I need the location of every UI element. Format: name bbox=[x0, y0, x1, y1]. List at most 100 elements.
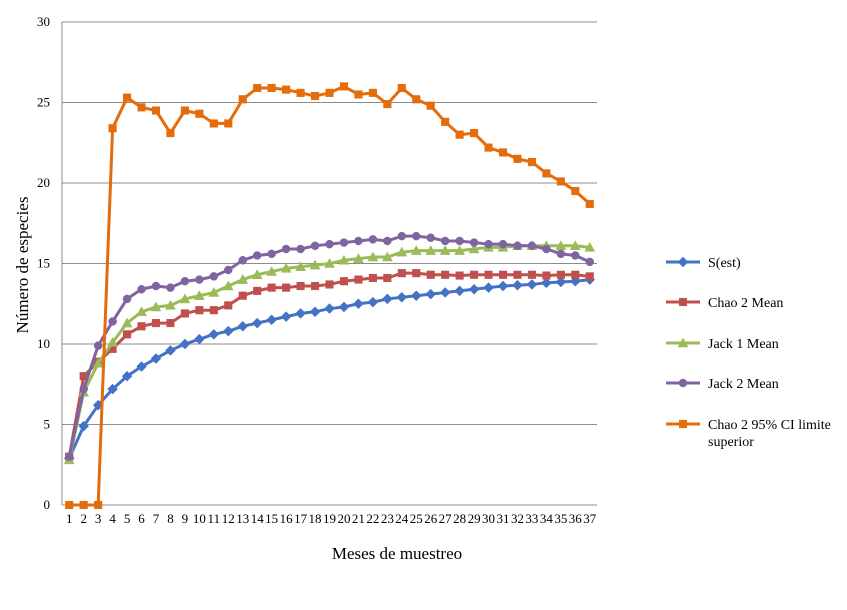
x-tick-label: 26 bbox=[424, 511, 438, 526]
x-tick-label: 9 bbox=[182, 511, 189, 526]
data-point bbox=[281, 244, 291, 254]
legend-swatch-marker bbox=[678, 297, 688, 307]
data-point bbox=[512, 279, 523, 291]
data-point bbox=[266, 266, 278, 276]
legend-item: S(est) bbox=[666, 256, 741, 271]
data-point bbox=[470, 270, 479, 279]
x-tick-label: 35 bbox=[554, 511, 567, 526]
gridlines bbox=[62, 21, 597, 506]
data-point bbox=[454, 245, 466, 255]
data-point bbox=[468, 283, 480, 295]
data-point bbox=[324, 303, 335, 314]
data-point bbox=[455, 236, 464, 246]
x-tick-label: 8 bbox=[167, 511, 174, 526]
data-point bbox=[412, 95, 421, 104]
data-point bbox=[267, 249, 276, 259]
data-point bbox=[309, 259, 321, 270]
y-tick-label: 20 bbox=[37, 175, 50, 190]
data-point bbox=[585, 199, 594, 208]
x-tick-label: 4 bbox=[109, 511, 116, 526]
data-point bbox=[121, 317, 133, 328]
legend-label: Jack 2 Mean bbox=[708, 377, 779, 392]
data-point bbox=[224, 301, 233, 310]
data-point bbox=[339, 277, 349, 286]
data-point bbox=[108, 317, 117, 326]
data-point bbox=[136, 361, 147, 372]
data-point bbox=[412, 269, 421, 278]
data-point bbox=[383, 273, 392, 283]
data-point bbox=[484, 239, 493, 249]
data-point bbox=[354, 90, 363, 99]
data-point bbox=[584, 241, 596, 252]
x-tick-label: 37 bbox=[583, 511, 597, 526]
legend-swatch-marker bbox=[678, 378, 688, 388]
data-point bbox=[354, 236, 363, 246]
data-point bbox=[397, 269, 406, 278]
x-tick-label: 11 bbox=[208, 511, 221, 526]
x-tick-label: 3 bbox=[95, 511, 102, 526]
data-point bbox=[253, 83, 262, 93]
series-3 bbox=[64, 231, 595, 461]
data-point bbox=[280, 262, 292, 273]
data-point bbox=[209, 119, 218, 128]
data-point bbox=[325, 88, 334, 97]
x-tick-label: 33 bbox=[525, 511, 538, 526]
x-tick-label: 23 bbox=[381, 511, 394, 526]
x-tick-label: 16 bbox=[280, 511, 294, 526]
x-tick-label: 7 bbox=[153, 511, 160, 526]
data-point bbox=[397, 83, 406, 93]
data-point bbox=[180, 276, 190, 286]
data-point bbox=[64, 452, 74, 461]
data-point bbox=[94, 500, 103, 510]
data-point bbox=[439, 245, 451, 255]
x-tick-label: 21 bbox=[352, 511, 365, 526]
y-tick-label: 5 bbox=[44, 417, 51, 432]
data-point bbox=[353, 298, 364, 310]
data-point bbox=[209, 272, 219, 281]
data-point bbox=[280, 311, 292, 322]
data-point bbox=[470, 129, 479, 138]
data-point bbox=[325, 280, 334, 289]
legend-label: S(est) bbox=[708, 256, 741, 271]
data-point bbox=[468, 243, 480, 254]
data-point bbox=[339, 82, 349, 91]
data-point bbox=[137, 103, 146, 112]
data-point bbox=[78, 420, 90, 432]
series-line bbox=[69, 84, 591, 507]
y-tick-label: 15 bbox=[37, 256, 50, 271]
x-tick-label: 14 bbox=[251, 511, 265, 526]
data-point bbox=[381, 293, 393, 305]
data-point bbox=[296, 88, 305, 97]
data-point bbox=[454, 285, 465, 297]
data-point bbox=[251, 317, 263, 329]
x-tick-label: 18 bbox=[309, 511, 322, 526]
data-point bbox=[151, 319, 161, 328]
data-point bbox=[195, 275, 204, 284]
data-point bbox=[165, 345, 176, 356]
data-point bbox=[180, 309, 189, 318]
x-tick-label: 15 bbox=[265, 511, 278, 526]
legend-item: Jack 2 Mean bbox=[666, 377, 779, 392]
data-point bbox=[266, 314, 278, 326]
data-point bbox=[193, 290, 205, 300]
legend-item: Jack 1 Mean bbox=[666, 337, 779, 352]
data-point bbox=[383, 100, 392, 109]
data-point bbox=[295, 308, 306, 319]
data-point bbox=[137, 285, 146, 294]
legend: S(est) Chao 2 Mean Jack 1 Mean Jack 2 Mean C… bbox=[666, 256, 831, 450]
y-tick-label: 25 bbox=[37, 95, 50, 110]
data-point bbox=[527, 158, 536, 167]
data-point bbox=[484, 143, 493, 152]
data-point bbox=[151, 106, 161, 115]
x-tick-label: 13 bbox=[236, 511, 249, 526]
data-point bbox=[426, 233, 435, 242]
data-point bbox=[484, 270, 493, 279]
data-point bbox=[151, 281, 161, 291]
data-point bbox=[556, 177, 565, 186]
data-point bbox=[526, 279, 538, 290]
x-tick-label: 31 bbox=[497, 511, 510, 526]
data-point bbox=[368, 273, 377, 283]
